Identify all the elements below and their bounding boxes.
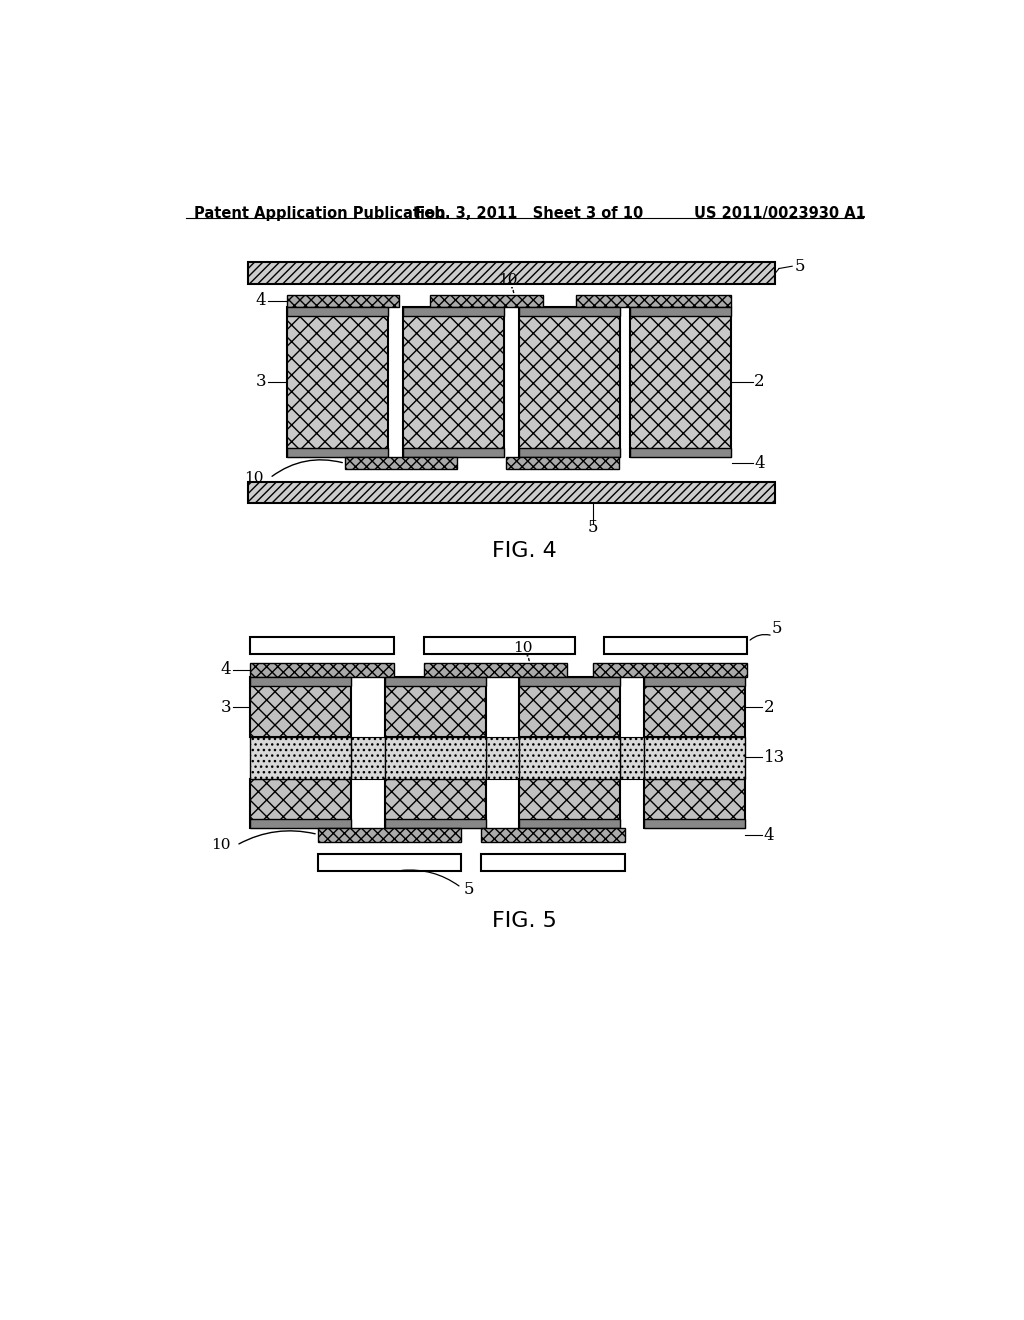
Bar: [430, 294, 543, 308]
Bar: [287, 294, 399, 308]
Bar: [630, 447, 731, 457]
Bar: [403, 308, 504, 457]
Bar: [519, 779, 621, 829]
Text: 13: 13: [764, 748, 784, 766]
Text: 3: 3: [220, 698, 231, 715]
Bar: [251, 663, 394, 677]
Text: 5: 5: [588, 520, 598, 536]
Text: 2: 2: [755, 374, 765, 391]
Bar: [481, 854, 625, 871]
Bar: [593, 663, 748, 677]
Bar: [385, 818, 486, 829]
Text: 4: 4: [764, 826, 774, 843]
Bar: [519, 308, 621, 317]
Text: 3: 3: [255, 374, 266, 391]
Bar: [519, 677, 621, 686]
Bar: [506, 457, 618, 470]
Bar: [519, 308, 621, 457]
Bar: [251, 779, 351, 829]
Bar: [644, 677, 744, 686]
Bar: [385, 677, 486, 737]
Bar: [385, 677, 486, 686]
Text: 5: 5: [464, 882, 474, 899]
Bar: [424, 638, 575, 655]
Bar: [519, 818, 621, 829]
Bar: [644, 818, 744, 829]
Text: Patent Application Publication: Patent Application Publication: [194, 206, 445, 222]
Bar: [385, 779, 486, 829]
Bar: [251, 677, 351, 737]
Text: US 2011/0023930 A1: US 2011/0023930 A1: [693, 206, 865, 222]
Bar: [519, 447, 621, 457]
Bar: [604, 638, 748, 655]
Text: 4: 4: [755, 455, 765, 471]
Bar: [287, 308, 388, 457]
Bar: [317, 854, 461, 871]
Bar: [644, 737, 744, 779]
Bar: [644, 779, 744, 829]
Text: 5: 5: [795, 257, 805, 275]
Bar: [251, 638, 394, 655]
Bar: [251, 737, 351, 779]
Bar: [424, 663, 567, 677]
Bar: [248, 263, 775, 284]
Text: 2: 2: [764, 698, 774, 715]
Bar: [251, 818, 351, 829]
Text: 10: 10: [513, 642, 534, 655]
Text: 10: 10: [212, 838, 231, 853]
Bar: [486, 737, 519, 779]
Bar: [287, 447, 388, 457]
Bar: [385, 737, 486, 779]
Bar: [621, 737, 644, 779]
Text: 5: 5: [771, 620, 781, 638]
Bar: [351, 737, 385, 779]
Text: 10: 10: [244, 471, 263, 484]
Bar: [519, 737, 621, 779]
Text: 4: 4: [220, 661, 231, 678]
Text: FIG. 5: FIG. 5: [493, 911, 557, 931]
Bar: [630, 308, 731, 317]
Text: FIG. 4: FIG. 4: [493, 541, 557, 561]
Bar: [519, 677, 621, 737]
Bar: [630, 308, 731, 457]
Bar: [644, 677, 744, 737]
Bar: [287, 308, 388, 317]
Bar: [345, 457, 458, 470]
Bar: [251, 677, 351, 686]
Bar: [248, 482, 775, 503]
Text: 10: 10: [498, 273, 517, 286]
Bar: [481, 829, 625, 842]
Text: Feb. 3, 2011   Sheet 3 of 10: Feb. 3, 2011 Sheet 3 of 10: [415, 206, 643, 222]
Bar: [317, 829, 461, 842]
Bar: [575, 294, 731, 308]
Text: 4: 4: [255, 292, 266, 309]
Bar: [403, 308, 504, 317]
Bar: [403, 447, 504, 457]
